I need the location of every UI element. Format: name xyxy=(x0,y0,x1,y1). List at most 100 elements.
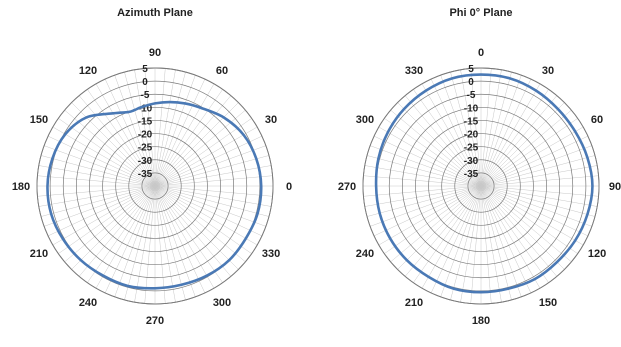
radial-tick-label: 5 xyxy=(142,64,148,75)
angle-labels: 0 30 60 90 120 150 180 210 240 270 300 330 xyxy=(12,47,292,327)
spoke-line xyxy=(114,185,156,297)
spoke-line xyxy=(480,155,596,187)
ring-circle xyxy=(128,159,182,213)
spoke-line xyxy=(366,155,482,187)
spoke-line xyxy=(421,83,482,187)
angle-tick-label: 300 xyxy=(213,297,231,309)
angle-tick-label: 150 xyxy=(30,114,48,126)
spoke-line xyxy=(154,89,223,187)
spoke-line xyxy=(440,185,482,297)
spoke-line xyxy=(480,118,578,187)
radial-tick-label: -20 xyxy=(138,130,153,141)
ring-circle xyxy=(75,106,235,266)
spoke-line xyxy=(154,145,266,187)
spoke-line xyxy=(404,95,482,187)
spoke-line xyxy=(480,185,502,303)
ring-circle xyxy=(415,120,547,252)
spoke-line xyxy=(64,109,156,187)
spoke-line xyxy=(154,71,186,187)
spoke-line xyxy=(52,126,156,187)
angle-tick-label: 120 xyxy=(588,248,606,260)
spoke-line xyxy=(430,78,482,187)
spoke-line xyxy=(37,175,156,187)
ring-circle xyxy=(467,172,495,200)
spoke-line xyxy=(480,185,572,263)
spoke-line xyxy=(480,109,572,187)
spoke-line xyxy=(154,118,252,187)
ring-circle xyxy=(401,106,561,266)
spoke-line xyxy=(450,185,482,301)
spoke-line xyxy=(450,71,482,187)
spoke-line xyxy=(154,165,272,187)
spoke-line xyxy=(480,185,532,294)
spoke-line xyxy=(364,185,482,207)
angle-tick-label: 180 xyxy=(472,315,490,327)
ring-circle xyxy=(102,133,208,239)
spoke-line xyxy=(134,69,156,187)
spoke-line xyxy=(104,78,156,187)
angle-tick-label: 30 xyxy=(542,65,554,77)
radial-tick-label: -30 xyxy=(138,156,153,167)
radial-tick-label: -5 xyxy=(141,90,150,101)
radial-tick-label: -15 xyxy=(464,116,479,127)
phi0-polar-chart: Phi 0° Plane 0 30 60 90 120 150 180 210 240 270 300… xyxy=(338,7,621,327)
spoke-line xyxy=(480,69,502,187)
angle-tick-label: 30 xyxy=(265,114,277,126)
spoke-line xyxy=(480,185,549,283)
spoke-line xyxy=(154,185,239,270)
radial-tick-label: -25 xyxy=(464,143,479,154)
angle-tick-label: 240 xyxy=(79,297,97,309)
radial-labels: 5 0 -5 -10 -15 -20 -25 -30 -35 xyxy=(464,64,479,180)
spoke-line xyxy=(480,75,522,187)
spoke-line xyxy=(480,185,584,246)
spoke-grid xyxy=(37,68,273,304)
angle-tick-label: 270 xyxy=(338,181,356,193)
spoke-line xyxy=(154,185,270,217)
spoke-line xyxy=(154,185,232,277)
spoke-line xyxy=(480,185,598,207)
radial-tick-label: -35 xyxy=(464,169,479,180)
angle-tick-label: 330 xyxy=(405,65,423,77)
radial-tick-label: -15 xyxy=(138,116,153,127)
spoke-line xyxy=(154,185,186,301)
spoke-line xyxy=(58,185,156,254)
spoke-line xyxy=(397,185,482,270)
spoke-line xyxy=(413,185,482,283)
angle-tick-label: 120 xyxy=(79,65,97,77)
spoke-line xyxy=(95,185,156,289)
spoke-line xyxy=(480,185,592,227)
spoke-line xyxy=(154,95,232,187)
radial-tick-label: -10 xyxy=(138,103,153,114)
spoke-line xyxy=(104,185,156,294)
angle-tick-label: 210 xyxy=(30,248,48,260)
angle-tick-label: 0 xyxy=(478,47,484,59)
spoke-line xyxy=(480,185,522,297)
spoke-line xyxy=(470,68,482,187)
spoke-line xyxy=(480,126,584,187)
spoke-line xyxy=(154,75,196,187)
spoke-line xyxy=(480,71,512,187)
spoke-line xyxy=(384,185,482,254)
spoke-line xyxy=(480,185,565,270)
spoke-line xyxy=(154,185,246,263)
spoke-line xyxy=(47,135,156,187)
angle-tick-label: 300 xyxy=(356,114,374,126)
spoke-line xyxy=(154,83,215,187)
phi0-chart-panel: Phi 0° Plane 0 30 60 90 120 150 180 210 240 270 300… xyxy=(311,0,621,347)
angle-tick-label: 90 xyxy=(609,181,621,193)
radial-tick-label: 5 xyxy=(468,64,474,75)
spoke-line xyxy=(58,118,156,187)
ring-circle xyxy=(62,93,248,279)
spoke-line xyxy=(370,185,482,227)
spoke-line xyxy=(430,185,482,294)
spoke-line xyxy=(421,185,482,289)
spoke-line xyxy=(114,75,156,187)
radial-tick-label: 0 xyxy=(142,77,148,88)
spoke-line xyxy=(364,165,482,187)
spoke-line xyxy=(480,165,598,187)
spoke-line xyxy=(124,185,156,301)
spoke-line xyxy=(363,175,482,187)
radial-tick-label: 0 xyxy=(468,77,474,88)
spoke-line xyxy=(78,95,156,187)
spoke-line xyxy=(480,185,599,197)
